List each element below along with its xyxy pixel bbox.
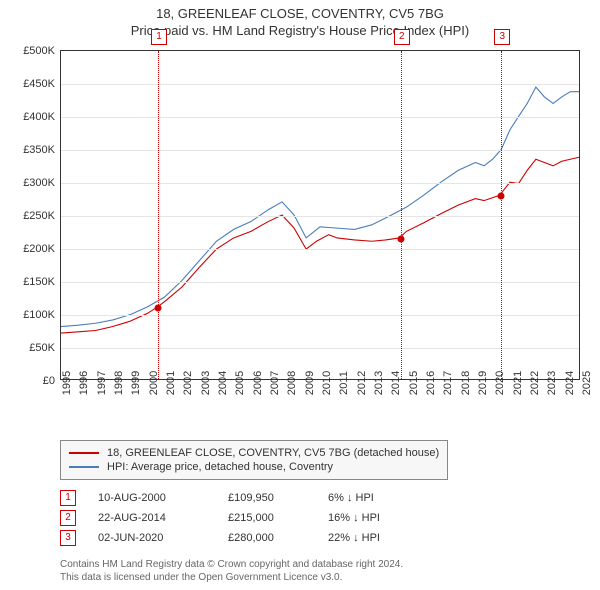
price-chart: £0£50K£100K£150K£200K£250K£300K£350K£400… (60, 50, 580, 380)
y-tick-label: £400K (23, 111, 55, 123)
sales-row-2: 2 22-AUG-2014 £215,000 16% ↓ HPI (60, 510, 448, 526)
sales-delta-1: 6% ↓ HPI (328, 492, 448, 504)
footer-line-1: Contains HM Land Registry data © Crown c… (60, 558, 403, 571)
x-tick-label: 2005 (234, 371, 246, 395)
x-tick-label: 1999 (130, 371, 142, 395)
y-tick-label: £500K (23, 45, 55, 57)
x-tick-label: 2017 (442, 371, 454, 395)
x-tick-label: 2009 (304, 371, 316, 395)
x-tick-label: 1997 (96, 371, 108, 395)
sale-marker-3 (498, 193, 505, 200)
footer-line-2: This data is licensed under the Open Gov… (60, 571, 403, 584)
legend-item-property: 18, GREENLEAF CLOSE, COVENTRY, CV5 7BG (… (69, 447, 439, 459)
legend-label-property: 18, GREENLEAF CLOSE, COVENTRY, CV5 7BG (… (107, 447, 439, 459)
chart-title-main: 18, GREENLEAF CLOSE, COVENTRY, CV5 7BG (0, 6, 600, 21)
sales-row-3: 3 02-JUN-2020 £280,000 22% ↓ HPI (60, 530, 448, 546)
y-tick-label: £0 (43, 375, 55, 387)
x-tick-label: 2012 (356, 371, 368, 395)
x-tick-label: 2001 (165, 371, 177, 395)
x-tick-label: 2004 (217, 371, 229, 395)
event-line-1 (158, 51, 159, 379)
x-tick-label: 2015 (408, 371, 420, 395)
legend-swatch-hpi (69, 466, 99, 468)
sales-price-3: £280,000 (228, 532, 328, 544)
sales-flag-1: 1 (60, 490, 76, 506)
sales-table: 1 10-AUG-2000 £109,950 6% ↓ HPI 2 22-AUG… (60, 490, 448, 550)
x-tick-label: 2010 (321, 371, 333, 395)
sales-flag-3: 3 (60, 530, 76, 546)
y-tick-label: £250K (23, 210, 55, 222)
event-flag-1: 1 (151, 29, 167, 45)
x-tick-label: 2025 (581, 371, 593, 395)
event-flag-2: 2 (394, 29, 410, 45)
x-tick-label: 2019 (477, 371, 489, 395)
legend-swatch-property (69, 452, 99, 454)
y-tick-label: £200K (23, 243, 55, 255)
x-tick-label: 1996 (78, 371, 90, 395)
legend-item-hpi: HPI: Average price, detached house, Cove… (69, 461, 439, 473)
legend: 18, GREENLEAF CLOSE, COVENTRY, CV5 7BG (… (60, 440, 448, 480)
x-tick-label: 2002 (182, 371, 194, 395)
y-tick-label: £100K (23, 309, 55, 321)
y-tick-label: £150K (23, 276, 55, 288)
x-tick-label: 2016 (425, 371, 437, 395)
x-tick-label: 2007 (269, 371, 281, 395)
sale-marker-2 (397, 236, 404, 243)
x-tick-label: 2011 (338, 371, 350, 395)
y-tick-label: £450K (23, 78, 55, 90)
sale-marker-1 (155, 305, 162, 312)
sales-price-2: £215,000 (228, 512, 328, 524)
x-tick-label: 2022 (529, 371, 541, 395)
sales-row-1: 1 10-AUG-2000 £109,950 6% ↓ HPI (60, 490, 448, 506)
y-tick-label: £350K (23, 144, 55, 156)
x-tick-label: 1995 (61, 371, 73, 395)
x-tick-label: 2021 (512, 371, 524, 395)
y-tick-label: £300K (23, 177, 55, 189)
x-tick-label: 1998 (113, 371, 125, 395)
legend-label-hpi: HPI: Average price, detached house, Cove… (107, 461, 333, 473)
x-tick-label: 2024 (564, 371, 576, 395)
event-line-3 (501, 51, 502, 379)
sales-date-1: 10-AUG-2000 (98, 492, 228, 504)
y-tick-label: £50K (29, 342, 55, 354)
footer-attribution: Contains HM Land Registry data © Crown c… (60, 558, 403, 584)
x-tick-label: 2018 (460, 371, 472, 395)
sales-delta-2: 16% ↓ HPI (328, 512, 448, 524)
x-tick-label: 2006 (252, 371, 264, 395)
x-tick-label: 2013 (373, 371, 385, 395)
x-tick-label: 2003 (200, 371, 212, 395)
event-flag-3: 3 (494, 29, 510, 45)
x-tick-label: 2008 (286, 371, 298, 395)
sales-price-1: £109,950 (228, 492, 328, 504)
x-tick-label: 2023 (546, 371, 558, 395)
sales-date-3: 02-JUN-2020 (98, 532, 228, 544)
sales-delta-3: 22% ↓ HPI (328, 532, 448, 544)
sales-flag-2: 2 (60, 510, 76, 526)
event-line-2 (401, 51, 402, 379)
sales-date-2: 22-AUG-2014 (98, 512, 228, 524)
